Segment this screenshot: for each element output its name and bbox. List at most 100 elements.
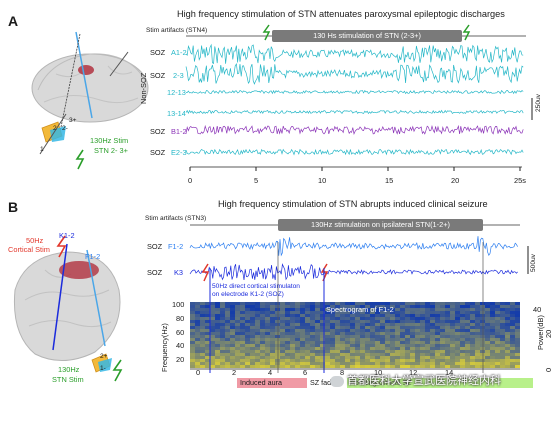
- spectrogram-cell: [260, 365, 265, 368]
- spectrogram-cell: [385, 365, 390, 368]
- spectrogram-cell: [230, 341, 235, 344]
- spectrogram-cell: [480, 365, 485, 368]
- spectrogram-cell: [365, 314, 370, 317]
- channel-group-a-0: SOZ: [150, 48, 166, 57]
- spectrogram-cell: [380, 311, 385, 314]
- spectrogram-cell: [285, 338, 290, 341]
- spectrogram-cell: [255, 341, 260, 344]
- spectrogram-cell: [195, 305, 200, 308]
- spectrogram-cell: [210, 326, 215, 329]
- spectrogram-cell: [350, 302, 355, 305]
- spectrogram-cell: [480, 332, 485, 335]
- spectrogram-cell: [350, 359, 355, 362]
- spectrogram-cell: [270, 353, 275, 356]
- spectrogram-cell: [455, 362, 460, 365]
- spectrogram-cell: [445, 320, 450, 323]
- spectrogram-cell: [250, 320, 255, 323]
- spectrogram-cell: [200, 314, 205, 317]
- spectrogram-cell: [270, 326, 275, 329]
- spectrogram-cell: [485, 329, 490, 332]
- spectrogram-cell: [210, 320, 215, 323]
- spectrogram-cell: [345, 323, 350, 326]
- spectrogram-cell: [265, 347, 270, 350]
- spectrogram-cell: [230, 338, 235, 341]
- spectrogram-cell: [330, 350, 335, 353]
- spectrogram-cell: [230, 332, 235, 335]
- spectrogram-cell: [400, 308, 405, 311]
- spectrogram-cell: [325, 350, 330, 353]
- spectrogram-cell: [345, 356, 350, 359]
- spectrogram-cell: [310, 311, 315, 314]
- spectrogram-cell: [480, 335, 485, 338]
- spectrogram-cell: [515, 326, 520, 329]
- spectrogram-cell: [490, 320, 495, 323]
- spectrogram-cell: [320, 359, 325, 362]
- spectrogram-cell: [405, 305, 410, 308]
- spectrogram-cell: [405, 311, 410, 314]
- spectrogram-cell: [355, 350, 360, 353]
- spectrogram-cell: [495, 335, 500, 338]
- spectrogram-cell: [500, 317, 505, 320]
- spectrogram-cell: [415, 338, 420, 341]
- spectrogram-cell: [360, 326, 365, 329]
- spectrogram-cell: [380, 344, 385, 347]
- spectrogram-cell: [475, 362, 480, 365]
- spectrogram-cell: [190, 347, 195, 350]
- scale-label-b: 500uv: [530, 254, 537, 272]
- spectrogram-cell: [475, 320, 480, 323]
- spectrogram-cell: [350, 344, 355, 347]
- spectrogram-cell: [305, 311, 310, 314]
- spectrogram-cell: [420, 317, 425, 320]
- spectrogram-cell: [375, 332, 380, 335]
- spectrogram-cell: [415, 344, 420, 347]
- spectrogram-cell: [370, 362, 375, 365]
- spectrogram-cell: [415, 350, 420, 353]
- spectrogram-cell: [275, 320, 280, 323]
- spectrogram-cell: [305, 302, 310, 305]
- spectrogram-cell: [345, 326, 350, 329]
- spectrogram-cell: [375, 308, 380, 311]
- spectrogram-cell: [425, 344, 430, 347]
- spectrogram-cell: [345, 365, 350, 368]
- spectrogram-cell: [425, 323, 430, 326]
- spectrogram-cell: [350, 353, 355, 356]
- spectrogram-cell: [515, 335, 520, 338]
- spectrogram-cell: [200, 335, 205, 338]
- spectrogram-cell: [460, 353, 465, 356]
- spectrogram-cell: [200, 350, 205, 353]
- spectrogram-cell: [345, 305, 350, 308]
- spectrogram-cell: [295, 341, 300, 344]
- spectrogram-cell: [230, 365, 235, 368]
- spectrogram-cell: [450, 353, 455, 356]
- spectrogram-cell: [465, 314, 470, 317]
- spectrogram-cell: [270, 305, 275, 308]
- spectrogram-cell: [290, 353, 295, 356]
- spectrogram-cell: [275, 317, 280, 320]
- spectrogram-cell: [240, 353, 245, 356]
- spectrogram-cell: [515, 323, 520, 326]
- spectrogram-cell: [225, 317, 230, 320]
- spectrogram-cell: [215, 350, 220, 353]
- spectrogram-cell: [360, 323, 365, 326]
- spectrogram-cell: [210, 344, 215, 347]
- spectrogram-cell: [275, 305, 280, 308]
- y-tick-b-0: 100: [172, 300, 185, 309]
- spectrogram-cell: [305, 305, 310, 308]
- spectrogram-cell: [355, 317, 360, 320]
- spectrogram-cell: [295, 365, 300, 368]
- spectrogram-cell: [235, 320, 240, 323]
- spectrogram-cell: [370, 344, 375, 347]
- watermark: 首都医科大学宣武医院神经内科: [330, 372, 501, 388]
- spectrogram-cell: [515, 311, 520, 314]
- spectrogram-cell: [440, 335, 445, 338]
- spectrogram-cell: [360, 314, 365, 317]
- spectrogram-cell: [225, 308, 230, 311]
- spectrogram-cell: [455, 353, 460, 356]
- spectrogram-cell: [465, 362, 470, 365]
- spectrogram-cell: [350, 323, 355, 326]
- spectrogram-cell: [370, 338, 375, 341]
- spectrogram-cell: [465, 320, 470, 323]
- spectrogram-cell: [390, 362, 395, 365]
- spectrogram-cell: [190, 365, 195, 368]
- spectrogram-cell: [210, 308, 215, 311]
